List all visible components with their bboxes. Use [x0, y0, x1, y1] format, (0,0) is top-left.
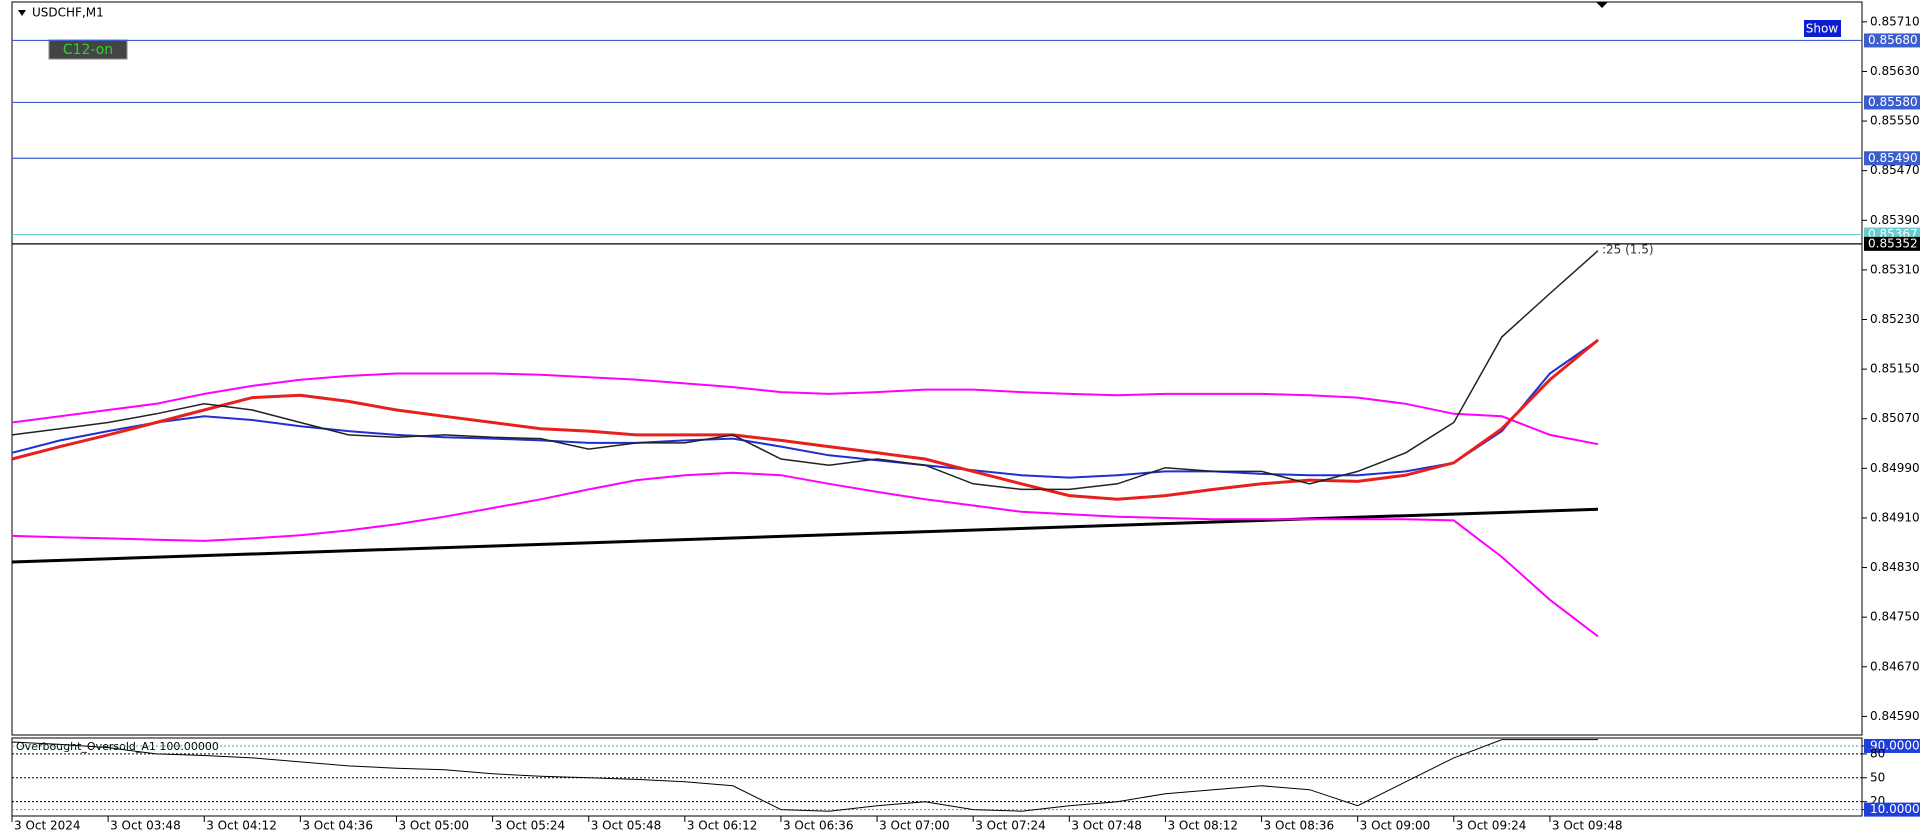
x-tick-label: 3 Oct 07:48 [1071, 819, 1142, 833]
y-tick-label: 0.85390 [1870, 213, 1920, 227]
c12-button-label[interactable]: C12-on [63, 42, 113, 58]
price-level-label: 0.85352 [1868, 236, 1918, 250]
x-tick-label: 3 Oct 07:24 [975, 819, 1046, 833]
show-button-label[interactable]: Show [1806, 22, 1839, 36]
x-tick-label: 3 Oct 08:36 [1264, 819, 1335, 833]
oscillator-title: Overbought_Oversold_A1 100.00000 [16, 740, 219, 753]
y-tick-label: 0.85230 [1870, 312, 1920, 326]
price-level-label: 0.85490 [1868, 151, 1918, 165]
y-tick-label: 0.85470 [1870, 163, 1920, 177]
price-level-label-bg [1864, 95, 1920, 110]
x-tick-label: 3 Oct 09:00 [1360, 819, 1431, 833]
x-tick-label: 3 Oct 09:24 [1456, 819, 1527, 833]
y-tick-label: 0.84670 [1870, 659, 1920, 673]
series-line [11, 739, 1598, 812]
x-tick-label: 3 Oct 08:12 [1167, 819, 1238, 833]
price-level-label-bg [1864, 33, 1920, 48]
price-level-label: 0.85580 [1868, 95, 1918, 109]
y-tick-label: 80 [1870, 746, 1885, 760]
price-level-label-bg [1864, 236, 1920, 251]
x-tick-label: 3 Oct 2024 [14, 819, 81, 833]
series-line [11, 250, 1599, 491]
series-line [11, 339, 1599, 479]
y-tick-label: 0.85150 [1870, 362, 1920, 376]
x-tick-label: 3 Oct 09:48 [1552, 819, 1623, 833]
y-tick-label: 0.84590 [1870, 709, 1920, 723]
menu-triangle[interactable] [18, 10, 26, 16]
x-tick-label: 3 Oct 06:12 [687, 819, 758, 833]
y-tick-label: 0.85550 [1870, 114, 1920, 128]
x-tick-label: 3 Oct 04:36 [302, 819, 373, 833]
price-level-label-bg [1864, 151, 1920, 166]
y-tick-label: 0.84990 [1870, 461, 1920, 475]
annotation: :25 (1.5) [1602, 242, 1654, 256]
series-line [11, 471, 1599, 638]
x-tick-label: 3 Oct 06:36 [783, 819, 854, 833]
y-tick-label: 90.00000 [1870, 738, 1920, 752]
price-level-label: 0.85680 [1868, 33, 1918, 47]
symbol-title: USDCHF,M1 [32, 6, 104, 20]
y-tick-label-bg [1864, 738, 1920, 753]
y-tick-label: 0.84910 [1870, 510, 1920, 524]
shift-marker [1596, 2, 1608, 8]
y-tick-label-bg [1864, 802, 1920, 817]
y-tick-label: 10.00000 [1870, 802, 1920, 816]
trend-line [11, 507, 1599, 564]
y-tick-label: 0.85070 [1870, 411, 1920, 425]
y-tick-label: 0.84750 [1870, 610, 1920, 624]
x-tick-label: 3 Oct 03:48 [110, 819, 181, 833]
x-tick-label: 3 Oct 04:12 [206, 819, 277, 833]
show-button[interactable] [1804, 20, 1841, 37]
x-tick-label: 3 Oct 05:48 [591, 819, 662, 833]
main-frame [11, 1, 1863, 736]
y-tick-label: 0.85630 [1870, 64, 1920, 78]
oscillator-frame [11, 737, 1863, 817]
x-tick-label: 3 Oct 05:00 [398, 819, 469, 833]
y-tick-label: 0.85710 [1870, 14, 1920, 28]
x-tick-label: 3 Oct 05:24 [495, 819, 566, 833]
x-tick-label: 3 Oct 07:00 [879, 819, 950, 833]
y-tick-label: 0.84830 [1870, 560, 1920, 574]
y-tick-label: 50 [1870, 770, 1885, 784]
series-line [11, 338, 1599, 501]
y-tick-label: 0.85310 [1870, 262, 1920, 276]
series-line [11, 372, 1599, 446]
